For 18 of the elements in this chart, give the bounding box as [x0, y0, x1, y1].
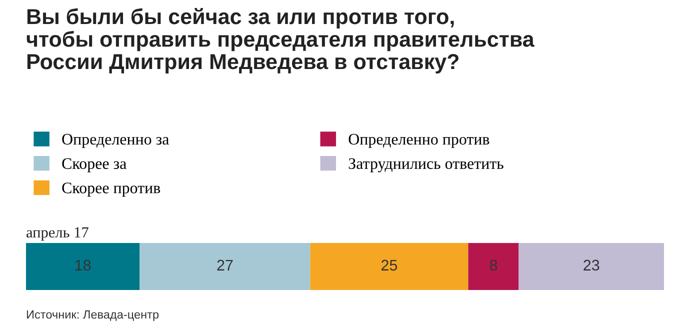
data-label: 23: [584, 260, 600, 271]
bar: [26, 243, 140, 290]
bar: [518, 243, 664, 290]
bar: [140, 243, 310, 290]
legend-label: Определенно против: [348, 134, 490, 148]
data-label: 8: [490, 260, 498, 271]
legend-label: Скорее против: [62, 182, 160, 197]
data-label: 18: [76, 260, 91, 271]
data-label: 27: [217, 260, 233, 270]
data-label: 25: [381, 260, 398, 271]
bar: [468, 243, 519, 290]
bar: [310, 243, 468, 290]
text: Источник: Левада-центр: [26, 310, 159, 321]
legend-label: Определенно за: [62, 134, 169, 148]
y-tick-label: апрель 17: [26, 227, 88, 241]
chart-title: Вы были бы сейчас за или против того, чтобы отправить председателя правительства России Дмитрия Медведева в отставку?: [26, 8, 534, 74]
legend-label: Скорее за: [62, 158, 126, 172]
legend-label: Затруднились ответить: [348, 158, 504, 172]
